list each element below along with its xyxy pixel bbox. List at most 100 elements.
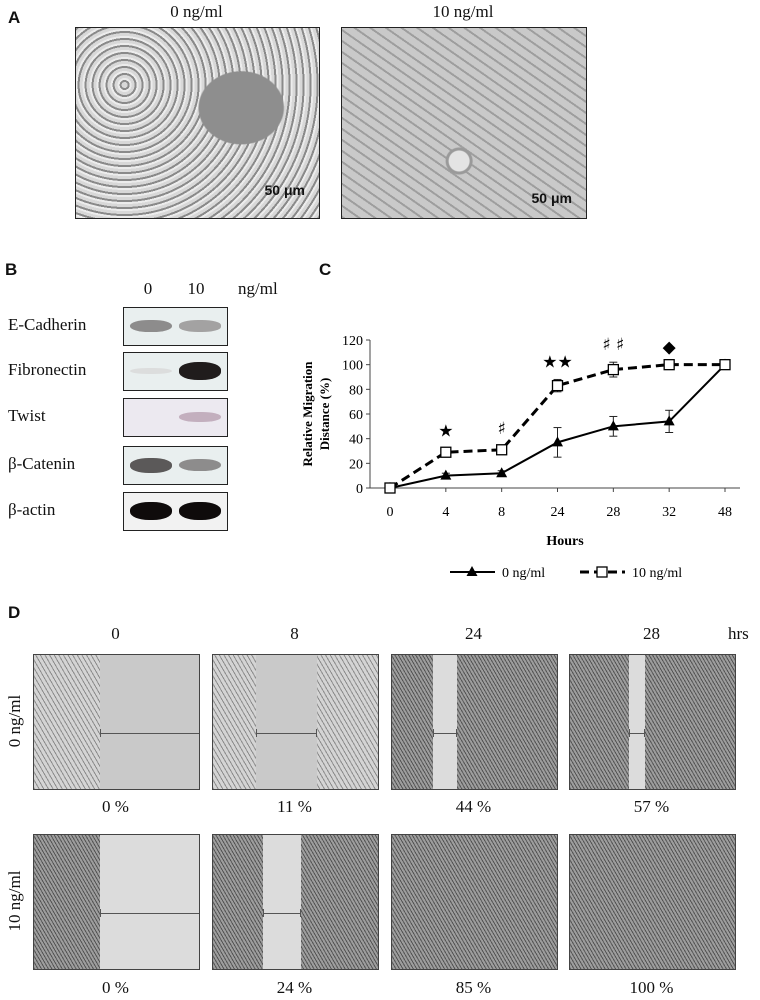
time-label: 0 (111, 624, 120, 643)
blot-band (130, 367, 172, 375)
panel-a-caption-10: 10 ng/ml (432, 2, 494, 21)
significance-mark: ♯ (498, 419, 506, 439)
x-tick-label: 28 (606, 505, 620, 520)
row-label: 10 ng/ml (5, 870, 24, 932)
y-tick-label: 60 (349, 408, 363, 423)
protein-label: E-Cadherin (8, 315, 87, 334)
y-tick-label: 40 (349, 433, 363, 448)
blot-strip (123, 398, 228, 437)
significance-mark: ★ (438, 422, 453, 442)
legend-marker (596, 566, 608, 578)
wound-gap (100, 655, 199, 789)
x-tick-label: 0 (387, 505, 394, 520)
data-point (496, 467, 508, 478)
legend-label: 10 ng/ml (632, 566, 682, 581)
time-label: 24 (465, 624, 482, 643)
time-unit: hrs (728, 624, 749, 643)
panel-a-label: A (8, 8, 21, 27)
significance-mark: ◆ (663, 338, 677, 358)
blot-band (179, 458, 221, 472)
panel-b-label: B (5, 260, 18, 279)
protein-label: Fibronectin (8, 360, 87, 379)
data-point (384, 482, 396, 494)
panel-d-label: D (8, 603, 21, 622)
row-label: 0 ng/ml (5, 694, 24, 748)
y-tick-label: 80 (349, 383, 363, 398)
time-label: 28 (643, 624, 660, 643)
blot-strip (123, 307, 228, 346)
data-point (607, 363, 619, 376)
panel-a-caption-0: 0 ng/ml (170, 2, 223, 21)
scratch-image (33, 654, 200, 790)
x-axis-title: Hours (546, 534, 584, 549)
closure-percent: 0 % (102, 797, 129, 816)
closure-percent: 24 % (276, 978, 313, 997)
y-tick-label: 100 (342, 359, 363, 374)
wound-width-bar (262, 908, 302, 917)
legend-marker (466, 566, 478, 576)
closure-percent: 85 % (455, 978, 492, 997)
blot-band (179, 362, 221, 380)
wound-gap (262, 835, 301, 969)
y-tick-label: 0 (356, 482, 363, 497)
wound-gap (255, 655, 317, 789)
scale-bar-label: 50 μm (531, 190, 572, 206)
significance-mark: ★★ (542, 352, 572, 372)
blot-strip (123, 492, 228, 531)
y-tick-label: 20 (349, 457, 363, 472)
dose-unit: ng/ml (238, 279, 278, 298)
blot-strip (123, 446, 228, 485)
data-point (552, 436, 563, 447)
micrograph-10-ng: 50 μm (341, 27, 587, 219)
wound-width-bar (100, 728, 199, 737)
blot-band (130, 319, 172, 333)
time-label: 8 (290, 624, 299, 643)
scratch-image (391, 654, 558, 790)
scratch-image (212, 654, 379, 790)
x-tick-label: 32 (662, 505, 676, 520)
y-axis-title: Relative Migration Distance (%) (300, 361, 332, 467)
protein-label: β-actin (8, 500, 56, 519)
data-point (607, 420, 619, 431)
protein-label: β-Catenin (8, 454, 76, 473)
scratch-image (569, 654, 736, 790)
scale-bar-label: 50 μm (264, 182, 305, 198)
blot-band (179, 502, 221, 520)
data-point (440, 469, 452, 480)
wound-width-bar (433, 728, 458, 737)
closure-percent: 44 % (455, 797, 492, 816)
dose-label-0: 0 (143, 279, 153, 298)
x-tick-label: 48 (718, 505, 732, 520)
x-tick-label: 4 (442, 505, 449, 520)
y-tick-label: 120 (342, 334, 363, 349)
blot-band (179, 320, 221, 332)
data-point (496, 444, 508, 456)
x-tick-label: 24 (551, 505, 565, 520)
dose-label-10: 10 (187, 279, 205, 298)
blot-strip (123, 352, 228, 391)
closure-percent: 57 % (633, 797, 670, 816)
wound-gap (433, 655, 458, 789)
data-point (551, 379, 564, 392)
scratch-image (391, 834, 558, 970)
micrograph-0-ng: 50 μm (75, 27, 320, 219)
closure-percent: 100 % (629, 978, 674, 997)
blot-band (130, 502, 172, 520)
closure-percent: 11 % (277, 797, 312, 816)
closure-percent: 0 % (102, 978, 129, 997)
protein-label: Twist (8, 406, 46, 425)
wound-width-bar (100, 908, 199, 917)
wound-gap (100, 835, 199, 969)
data-point (719, 359, 731, 371)
blot-band (130, 457, 172, 473)
x-tick-label: 8 (498, 505, 505, 520)
blot-band (179, 411, 221, 423)
scratch-image (569, 834, 736, 970)
significance-mark: ♯ ♯ (602, 335, 624, 355)
wound-width-bar (629, 728, 646, 737)
panel-c-label: C (319, 260, 332, 279)
wound-gap (629, 655, 646, 789)
scratch-image (33, 834, 200, 970)
scratch-image (212, 834, 379, 970)
